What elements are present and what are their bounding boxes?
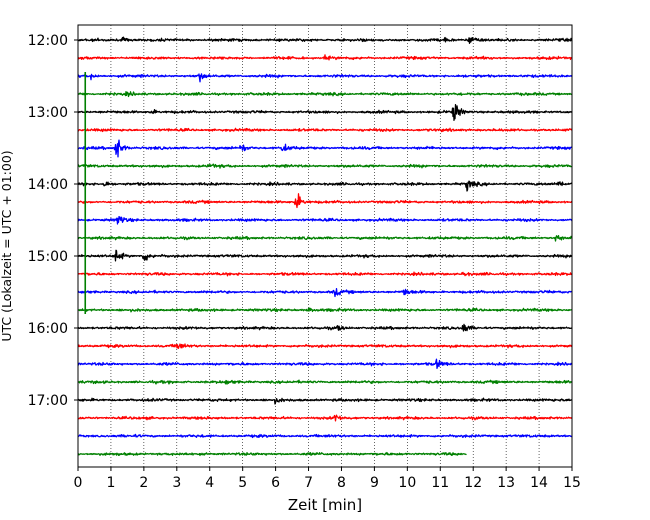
y-tick-label: 15:00: [28, 249, 68, 265]
x-tick-label: 12: [464, 475, 482, 491]
seismic-trace: [77, 379, 573, 385]
x-tick-label: 5: [238, 475, 247, 491]
x-tick-label: 9: [370, 475, 379, 491]
seismic-trace: [77, 216, 573, 225]
seismic-trace: [77, 343, 573, 349]
seismic-trace: [77, 451, 467, 457]
seismic-trace: [77, 271, 573, 277]
x-tick-label: 14: [530, 475, 548, 491]
x-tick-label: 10: [398, 475, 416, 491]
x-tick-label: 7: [304, 475, 313, 491]
x-tick-label: 3: [172, 475, 181, 491]
seismic-trace: [77, 397, 573, 405]
seismic-trace: [77, 193, 573, 209]
seismic-trace: [77, 54, 573, 61]
y-tick-label: 16:00: [28, 321, 68, 337]
seismic-trace: [77, 234, 573, 242]
x-tick-label: 15: [563, 475, 581, 491]
x-tick-label: 11: [431, 475, 449, 491]
seismic-trace: [77, 307, 573, 313]
seismic-trace: [77, 414, 573, 422]
seismic-trace: [77, 90, 573, 98]
x-tick-label: 2: [139, 475, 148, 491]
seismic-trace: [77, 288, 573, 298]
x-tick-label: 6: [271, 475, 280, 491]
y-axis-label: UTC (Lokalzeit = UTC + 01:00): [0, 150, 14, 341]
seismic-trace: [77, 249, 573, 262]
seismic-trace: [77, 36, 573, 44]
x-tick-label: 4: [205, 475, 214, 491]
seismic-trace: [77, 73, 573, 83]
x-tick-label: 13: [497, 475, 515, 491]
seismic-trace: [77, 139, 573, 158]
seismic-trace: [77, 163, 573, 169]
x-axis-label: Zeit [min]: [288, 496, 362, 514]
y-tick-label: 14:00: [28, 177, 68, 193]
y-tick-label: 12:00: [28, 33, 68, 49]
seismic-trace: [77, 358, 573, 369]
seismic-trace: [77, 180, 573, 192]
seismic-trace: [77, 323, 573, 332]
plot-frame: [77, 24, 573, 468]
seismic-trace: [77, 104, 573, 121]
x-tick-label: 1: [106, 475, 115, 491]
y-tick-label: 13:00: [28, 105, 68, 121]
y-tick-label: 17:00: [28, 393, 68, 409]
seismic-trace: [77, 127, 573, 133]
seismic-trace: [77, 433, 573, 439]
x-tick-label: 0: [74, 475, 83, 491]
x-tick-label: 8: [337, 475, 346, 491]
